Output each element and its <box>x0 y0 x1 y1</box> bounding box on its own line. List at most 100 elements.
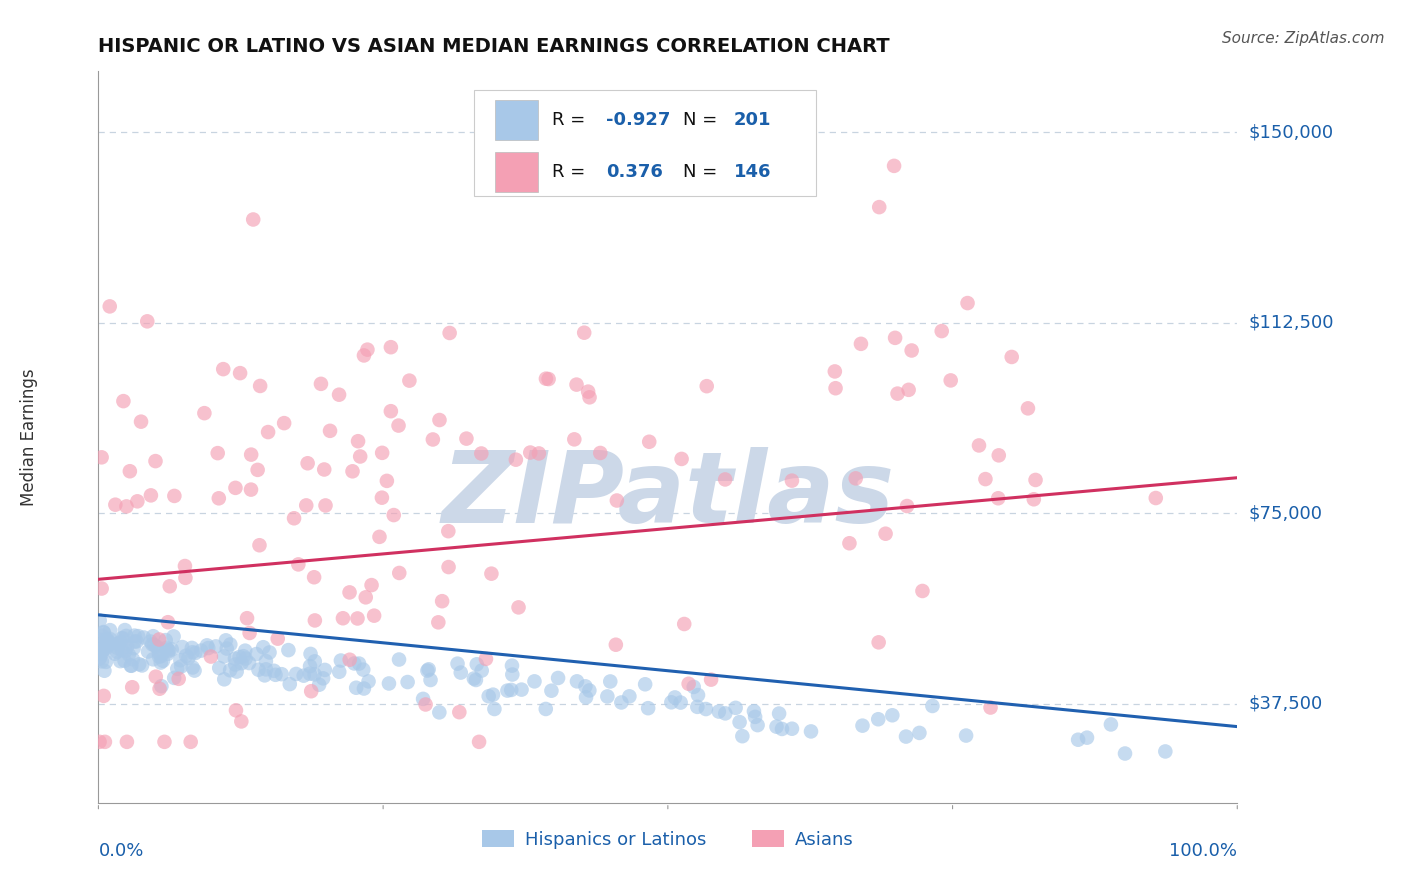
Point <box>110 631 132 645</box>
Point <box>470 446 492 460</box>
Point <box>118 464 141 478</box>
Point <box>707 705 730 719</box>
Point <box>534 702 557 716</box>
Point <box>422 433 444 447</box>
Point <box>224 657 246 672</box>
Point <box>125 634 148 648</box>
Point <box>193 406 215 420</box>
Point <box>233 643 256 657</box>
Point <box>967 438 990 452</box>
Point <box>368 530 391 544</box>
Point <box>142 652 165 666</box>
Point <box>371 446 394 460</box>
Point <box>446 657 468 671</box>
Point <box>304 614 326 628</box>
Point <box>339 585 361 599</box>
Point <box>93 643 115 657</box>
Point <box>231 714 253 729</box>
Point <box>98 623 121 637</box>
Point <box>299 684 322 698</box>
Point <box>139 634 162 648</box>
Point <box>150 649 173 664</box>
Point <box>94 655 117 669</box>
Point <box>429 413 451 427</box>
Point <box>287 558 309 572</box>
Point <box>89 614 111 628</box>
Point <box>174 571 197 585</box>
Point <box>157 644 180 658</box>
Text: $150,000: $150,000 <box>1249 123 1333 141</box>
Point <box>239 626 262 640</box>
Point <box>143 638 166 652</box>
Point <box>160 642 183 657</box>
Point <box>599 674 621 689</box>
Point <box>1067 732 1090 747</box>
Point <box>232 649 254 664</box>
Point <box>565 674 588 689</box>
Point <box>118 648 141 662</box>
Point <box>93 625 115 640</box>
Point <box>987 448 1010 462</box>
Point <box>145 670 167 684</box>
Point <box>96 634 118 648</box>
Point <box>505 452 527 467</box>
Point <box>437 560 460 574</box>
Point <box>90 646 112 660</box>
Point <box>682 680 704 694</box>
Point <box>882 708 904 723</box>
Point <box>267 632 290 646</box>
Point <box>90 654 112 668</box>
Point <box>285 667 308 681</box>
Point <box>89 651 111 665</box>
Point <box>508 600 530 615</box>
Point <box>387 418 409 433</box>
Point <box>356 343 378 357</box>
Point <box>886 386 908 401</box>
Point <box>537 372 560 386</box>
Point <box>332 611 354 625</box>
Point <box>139 488 162 502</box>
Point <box>353 681 375 696</box>
Point <box>1099 717 1122 731</box>
Point <box>208 491 231 506</box>
Point <box>437 524 460 538</box>
Point <box>875 526 897 541</box>
Point <box>312 671 335 685</box>
Point <box>354 591 377 605</box>
Point <box>450 665 472 680</box>
Point <box>170 659 193 673</box>
Point <box>329 653 352 667</box>
Point <box>136 644 159 658</box>
Point <box>277 643 299 657</box>
Text: $37,500: $37,500 <box>1249 695 1323 713</box>
Point <box>98 299 121 313</box>
Point <box>439 326 461 340</box>
Point <box>463 672 485 686</box>
Point <box>94 640 117 654</box>
Point <box>90 629 112 643</box>
Point <box>120 658 142 673</box>
Point <box>150 679 173 693</box>
Point <box>236 611 259 625</box>
Point <box>700 673 723 687</box>
Point <box>349 450 371 464</box>
Point <box>482 688 505 702</box>
Point <box>111 632 134 646</box>
Point <box>156 647 179 661</box>
Point <box>190 643 212 657</box>
Point <box>1025 473 1047 487</box>
Point <box>894 730 917 744</box>
Point <box>183 664 205 678</box>
Point <box>96 641 118 656</box>
Point <box>93 664 115 678</box>
Point <box>352 663 374 677</box>
Point <box>122 641 145 656</box>
Point <box>884 331 907 345</box>
Point <box>619 690 641 704</box>
Point <box>215 641 238 656</box>
Point <box>204 640 226 654</box>
Point <box>225 665 247 679</box>
Point <box>299 647 322 661</box>
Point <box>731 729 754 743</box>
Point <box>974 472 997 486</box>
